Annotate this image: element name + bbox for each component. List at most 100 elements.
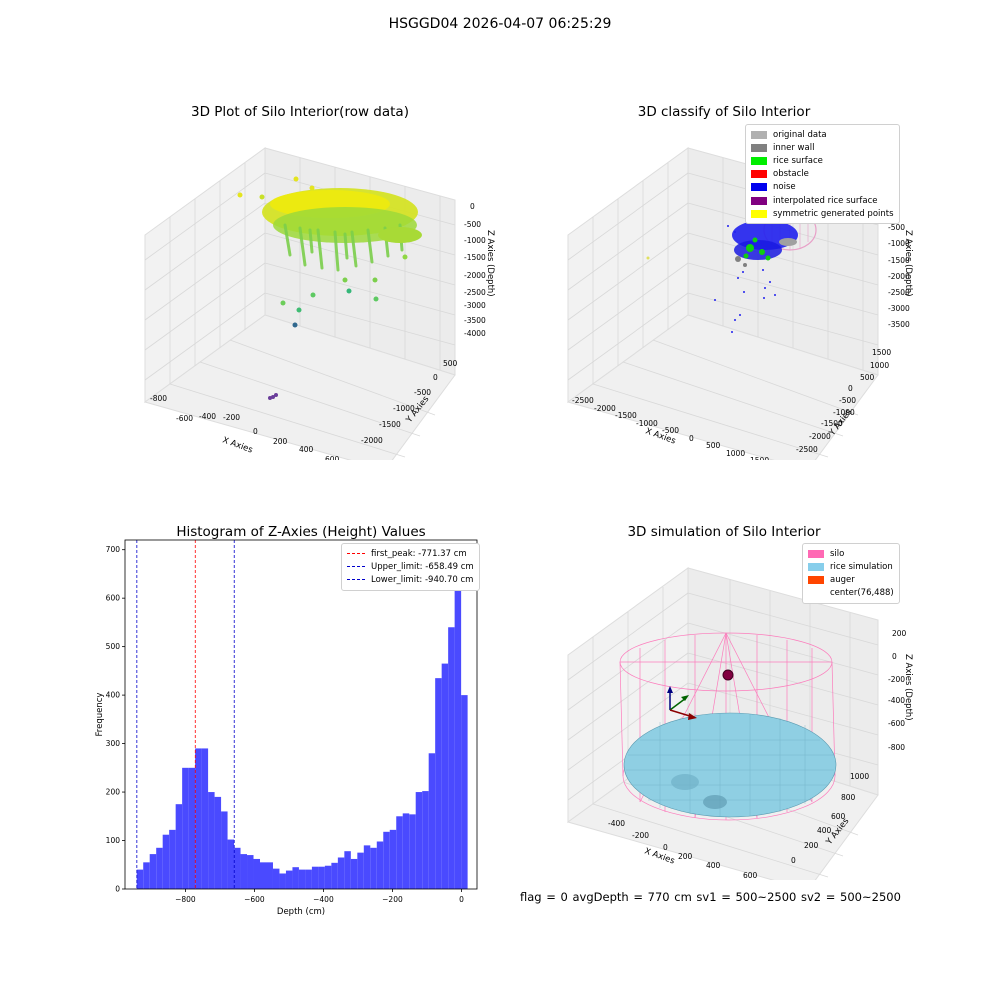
svg-text:-800: -800 — [888, 743, 905, 752]
legend-swatch — [808, 589, 824, 597]
svg-text:1000: 1000 — [850, 772, 869, 781]
panel1-zlabel: Z Axies (Depth) — [485, 230, 495, 297]
svg-text:-2000: -2000 — [888, 272, 910, 281]
svg-text:-2000: -2000 — [809, 432, 831, 441]
x-tick-label: 0 — [459, 895, 464, 904]
histogram-bar — [422, 791, 429, 889]
histogram-bar — [279, 873, 286, 889]
svg-text:200: 200 — [273, 437, 288, 446]
legend-entry: original data — [751, 128, 894, 141]
histogram-bar — [182, 767, 189, 889]
svg-text:200: 200 — [804, 841, 819, 850]
y-tick-label: 400 — [106, 691, 121, 700]
legend-label: auger — [830, 574, 855, 585]
legend-entry: rice simulation — [808, 560, 894, 573]
histogram-bar — [208, 792, 215, 889]
x-axis-label: Depth (cm) — [277, 907, 325, 917]
legend-label: silo — [830, 548, 845, 559]
svg-text:-600: -600 — [888, 719, 905, 728]
svg-text:-400: -400 — [888, 696, 905, 705]
histogram-bar — [324, 865, 332, 889]
figure-suptitle: HSGGD04 2026-04-07 06:25:29 — [388, 16, 612, 32]
svg-text:-2500: -2500 — [888, 288, 910, 297]
status-line: flag = 0 avgDepth = 770 cm sv1 = 500~250… — [520, 890, 901, 904]
panel4-legend: silo rice simulation auger center(76,488) — [802, 543, 900, 604]
legend-label: Lower_limit: -940.70 cm — [371, 574, 474, 585]
y-tick-label: 100 — [106, 836, 121, 845]
legend-swatch — [347, 566, 365, 568]
svg-text:-800: -800 — [150, 394, 167, 403]
svg-text:400: 400 — [706, 861, 721, 870]
legend-swatch — [808, 549, 824, 558]
legend-entry: center(76,488) — [808, 587, 894, 600]
svg-text:-1500: -1500 — [615, 411, 637, 420]
legend-label: original data — [773, 129, 827, 140]
histogram-bar — [448, 627, 455, 889]
panel4-zlabel: Z Axies (Depth) — [903, 654, 913, 721]
svg-text:-4000: -4000 — [464, 329, 486, 338]
x-tick-label: −200 — [382, 895, 403, 904]
svg-text:0: 0 — [253, 427, 258, 436]
svg-text:0: 0 — [663, 843, 668, 852]
svg-text:-1500: -1500 — [888, 256, 910, 265]
panel1-xlabel: X Axies — [221, 435, 254, 455]
svg-text:500: 500 — [706, 441, 721, 450]
x-tick-label: −600 — [244, 895, 265, 904]
svg-text:600: 600 — [743, 871, 758, 880]
auger-marker — [722, 669, 734, 681]
histogram-bar — [253, 858, 261, 889]
panel3-legend: first_peak: -771.37 cm Upper_limit: -658.… — [341, 543, 480, 591]
legend-entry: inner wall — [751, 141, 894, 154]
y-tick-label: 300 — [106, 739, 121, 748]
histogram-bar — [331, 862, 338, 889]
histogram-bar — [149, 854, 157, 889]
y-axis-label: Frequency — [95, 693, 105, 737]
svg-text:-2000: -2000 — [594, 404, 616, 413]
panel1-title: 3D Plot of Silo Interior(row data) — [191, 104, 409, 120]
histogram-bar — [247, 855, 254, 889]
legend-entry: noise — [751, 181, 894, 194]
svg-text:500: 500 — [860, 373, 875, 382]
svg-text:-3000: -3000 — [464, 301, 486, 310]
histogram-bar — [337, 857, 345, 889]
svg-text:500: 500 — [443, 359, 458, 368]
svg-text:800: 800 — [841, 793, 856, 802]
histogram-bar — [214, 796, 222, 889]
histogram-bar — [428, 753, 436, 889]
histogram-bar — [195, 748, 202, 889]
svg-text:-1500: -1500 — [821, 419, 843, 428]
svg-text:600: 600 — [831, 812, 846, 821]
legend-swatch — [347, 579, 365, 581]
histogram-bar — [415, 792, 423, 889]
histogram-bar — [201, 748, 209, 889]
y-tick-label: 500 — [106, 642, 121, 651]
panel2-title: 3D classify of Silo Interior — [637, 104, 811, 120]
histogram-bar — [175, 804, 183, 889]
histogram-bar — [298, 869, 306, 889]
svg-text:1500: 1500 — [750, 456, 769, 460]
svg-text:200: 200 — [892, 629, 907, 638]
svg-text:-1000: -1000 — [833, 408, 855, 417]
center-axes-glyph — [667, 686, 697, 720]
svg-text:-1500: -1500 — [464, 253, 486, 262]
svg-text:-2000: -2000 — [464, 271, 486, 280]
panel3-title: Histogram of Z-Axies (Height) Values — [176, 524, 426, 540]
panel3-histogram: −800 −600 −400 −200 0 0 100 200 300 400 500 600 700 D… — [95, 539, 478, 917]
histogram-bar — [311, 866, 319, 889]
histogram-bar — [389, 829, 397, 889]
svg-text:-1500: -1500 — [379, 420, 401, 429]
svg-text:0: 0 — [433, 373, 438, 382]
histogram-bar — [240, 854, 248, 889]
svg-text:-2500: -2500 — [572, 396, 594, 405]
legend-swatch — [808, 575, 824, 584]
legend-label: Upper_limit: -658.49 cm — [371, 561, 474, 572]
histogram-bar — [396, 816, 403, 889]
svg-text:-200: -200 — [632, 831, 649, 840]
legend-entry: interpolated rice surface — [751, 194, 894, 207]
legend-swatch — [751, 143, 767, 152]
legend-entry: first_peak: -771.37 cm — [347, 547, 474, 560]
svg-text:-1000: -1000 — [888, 239, 910, 248]
histogram-bar — [227, 839, 235, 889]
svg-text:-500: -500 — [839, 396, 856, 405]
